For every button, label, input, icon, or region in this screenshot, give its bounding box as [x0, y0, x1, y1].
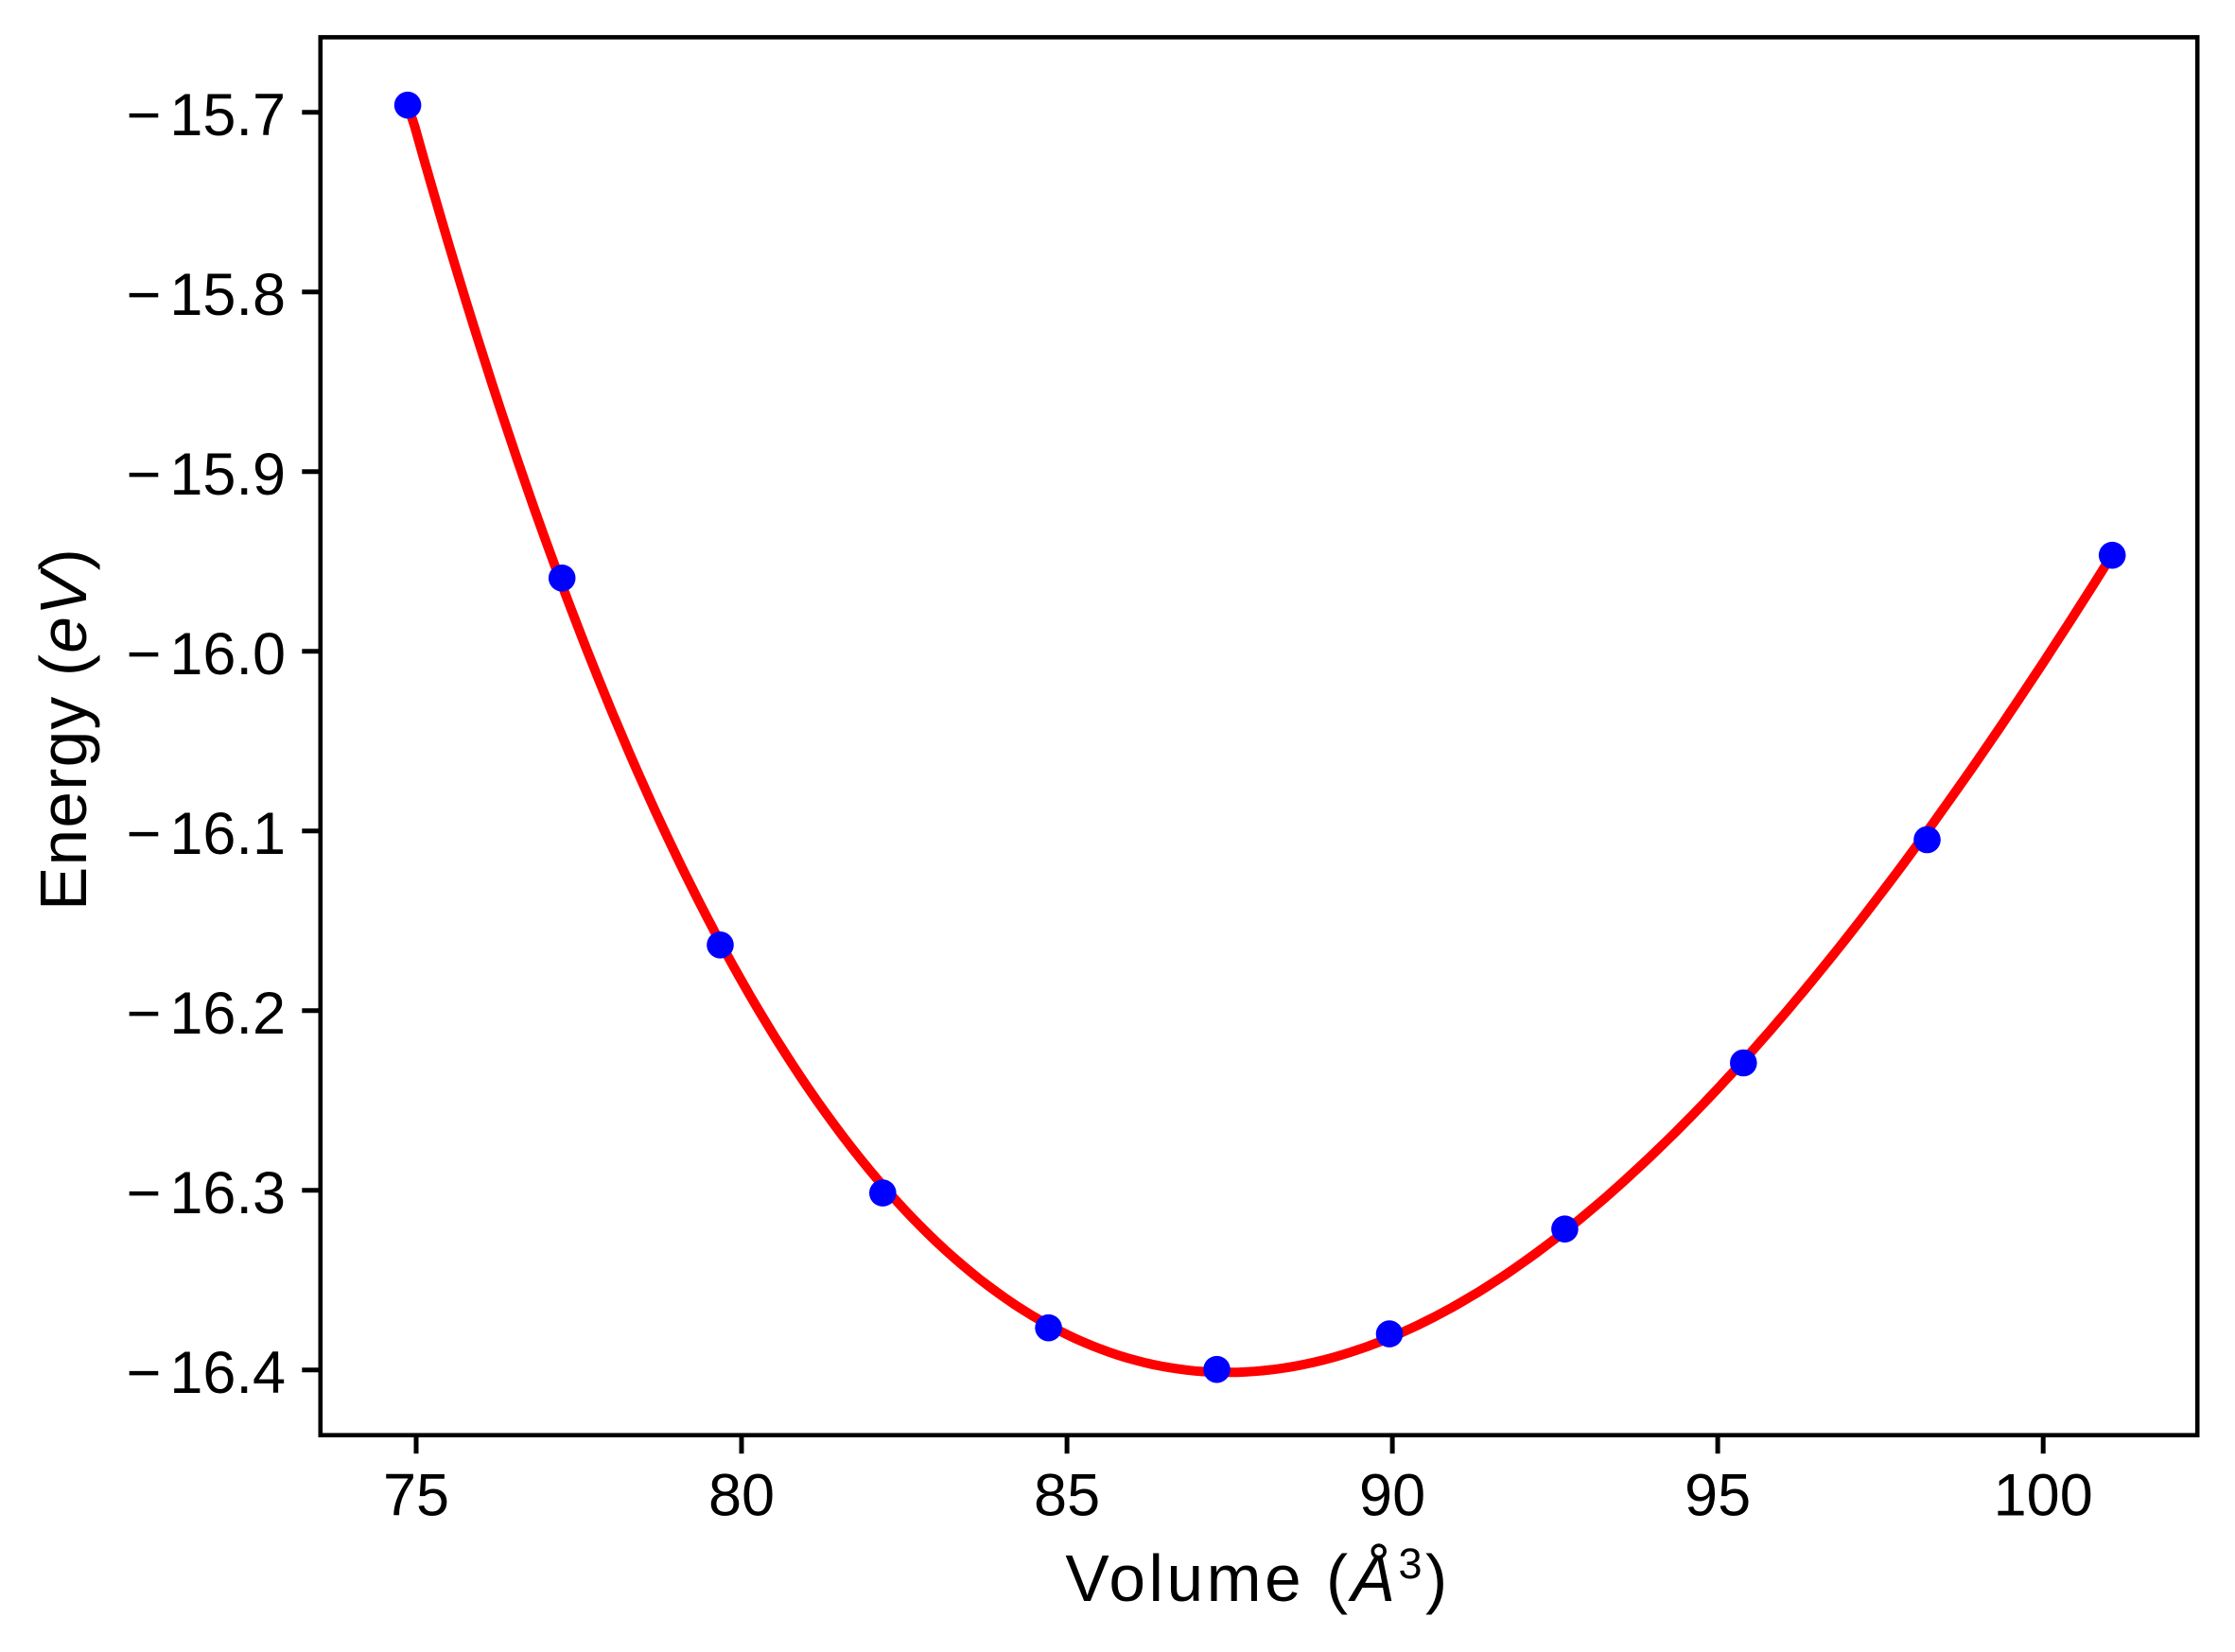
svg-text:Volume (Å3): Volume (Å3) [1065, 1539, 1450, 1615]
svg-text:Energy (eV): Energy (eV) [26, 548, 100, 911]
svg-text:−16.0: −16.0 [127, 621, 286, 687]
svg-text:95: 95 [1685, 1462, 1751, 1528]
svg-text:100: 100 [1994, 1462, 2093, 1528]
svg-text:−15.9: −15.9 [127, 442, 286, 508]
svg-text:90: 90 [1359, 1462, 1425, 1528]
svg-text:−16.2: −16.2 [127, 981, 286, 1047]
svg-text:−16.4: −16.4 [127, 1340, 286, 1406]
svg-text:85: 85 [1034, 1462, 1100, 1528]
svg-text:−15.7: −15.7 [127, 82, 286, 148]
svg-text:75: 75 [383, 1462, 449, 1528]
svg-text:−16.3: −16.3 [127, 1160, 286, 1226]
svg-text:−16.1: −16.1 [127, 801, 286, 867]
svg-text:−15.8: −15.8 [127, 262, 286, 328]
svg-text:80: 80 [708, 1462, 775, 1528]
